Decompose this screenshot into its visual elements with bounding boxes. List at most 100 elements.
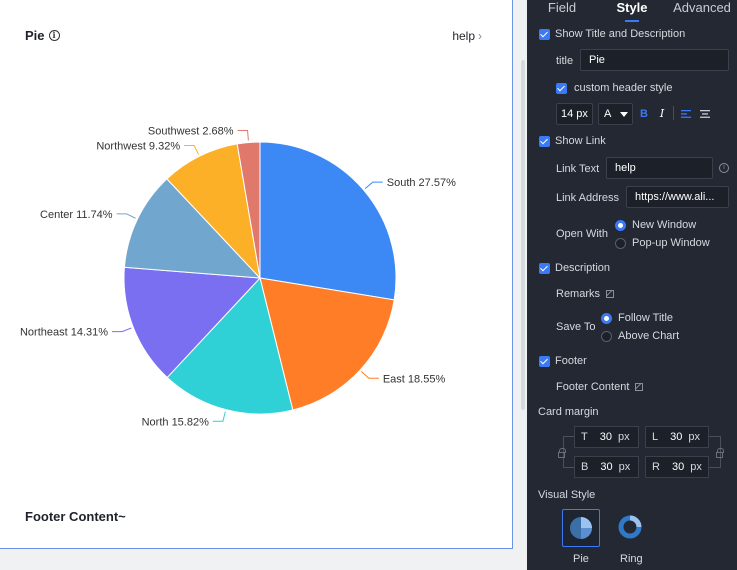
tab-field[interactable]: Field: [547, 0, 577, 15]
margin-left-unit: px: [688, 431, 700, 443]
tab-style[interactable]: Style: [597, 0, 667, 22]
visual-style-pie-option[interactable]: [562, 509, 600, 547]
pie-label-south: South 27.57%: [387, 177, 456, 189]
chevron-right-icon: ›: [478, 29, 482, 43]
margin-left-input[interactable]: L 30 px: [645, 426, 709, 448]
lock-icon[interactable]: [558, 448, 566, 458]
footer-row: Footer: [539, 355, 587, 367]
show-title-label: Show Title and Description: [555, 28, 686, 40]
chart-canvas: Pie i help › South 27.57% East 18.55% Nort…: [0, 0, 513, 549]
bold-button[interactable]: B: [640, 107, 648, 120]
align-left-icon[interactable]: [679, 103, 693, 124]
above-chart-label: Above Chart: [618, 330, 680, 342]
canvas-scrollbar-thumb[interactable]: [521, 60, 525, 410]
description-checkbox[interactable]: [539, 262, 550, 274]
description-row: Description: [539, 262, 610, 274]
chart-card[interactable]: Pie i help › South 27.57% East 18.55% Nort…: [0, 0, 513, 549]
link-address-input[interactable]: https://www.ali...: [626, 186, 729, 208]
margin-bottom-input[interactable]: B 30 px: [574, 456, 639, 478]
custom-header-checkbox[interactable]: [556, 82, 567, 94]
open-popup-radio[interactable]: [615, 237, 626, 249]
pie-leader-center: [116, 213, 136, 219]
footer-content-label: Footer Content: [556, 381, 630, 393]
footer-content-row: Footer Content: [556, 381, 644, 393]
pie-style-icon: [570, 517, 592, 539]
pie-leader-east: [361, 371, 379, 379]
title-input[interactable]: Pie: [580, 49, 729, 71]
show-title-row: Show Title and Description: [539, 28, 685, 40]
follow-title-option[interactable]: Follow Title: [601, 312, 673, 324]
open-popup-option[interactable]: Pop-up Window: [615, 237, 710, 249]
pie-leader-northwest: [184, 144, 200, 155]
pie-label-north: North 15.82%: [142, 416, 209, 428]
show-link-checkbox[interactable]: [539, 135, 550, 147]
pie-leader-south: [364, 181, 383, 189]
remarks-row: Remarks: [556, 288, 615, 300]
above-chart-radio[interactable]: [601, 330, 612, 342]
pie-slice-north[interactable]: [166, 276, 294, 415]
above-chart-option[interactable]: Above Chart: [601, 330, 679, 342]
style-panel: Field Style Advanced Show Title and Desc…: [527, 0, 737, 570]
pie-chart: South 27.57% East 18.55% North 15.82% North…: [20, 126, 456, 429]
follow-title-label: Follow Title: [618, 312, 674, 324]
pie-slice-northwest[interactable]: [166, 143, 261, 280]
pie-slice-northeast[interactable]: [123, 266, 262, 379]
help-link[interactable]: help ›: [452, 29, 482, 43]
tab-advanced[interactable]: Advanced: [673, 0, 731, 15]
align-center-icon[interactable]: [698, 103, 712, 124]
edit-icon[interactable]: [606, 290, 615, 298]
visual-style-ring-label: Ring: [620, 553, 643, 565]
custom-header-label: custom header style: [574, 82, 673, 94]
margin-right-input[interactable]: R 30 px: [645, 456, 709, 478]
font-size-input[interactable]: 14 px: [556, 103, 593, 125]
title-label: title: [556, 55, 574, 67]
font-color-select[interactable]: A: [598, 103, 633, 125]
open-new-window-label: New Window: [632, 219, 697, 231]
lock-icon[interactable]: [716, 448, 724, 458]
save-to-label: Save To: [556, 321, 596, 333]
visual-style-ring-option[interactable]: [612, 509, 650, 547]
margin-left-value: 30: [670, 431, 683, 443]
pie-label-east: East 18.55%: [383, 373, 446, 385]
open-new-window-radio[interactable]: [615, 219, 626, 231]
open-popup-label: Pop-up Window: [632, 237, 710, 249]
panel-tabs: Field Style Advanced: [527, 0, 737, 22]
pie-slice-east[interactable]: [259, 277, 395, 411]
visual-style-label: Visual Style: [538, 489, 596, 501]
margin-right-label: R: [652, 461, 660, 473]
show-link-label: Show Link: [555, 135, 606, 147]
info-icon[interactable]: i: [48, 30, 60, 41]
margin-bottom-value: 30: [600, 461, 613, 473]
footer-checkbox[interactable]: [539, 355, 550, 367]
link-text-label: Link Text: [556, 163, 600, 175]
pie-slice-south[interactable]: [259, 141, 397, 301]
card-margin-label: Card margin: [538, 406, 599, 418]
caret-down-icon: [620, 112, 628, 117]
edit-icon[interactable]: [635, 383, 644, 391]
remarks-label: Remarks: [556, 288, 601, 300]
visual-style-pie-label: Pie: [573, 553, 589, 565]
margin-top-label: T: [581, 431, 588, 443]
info-icon[interactable]: i: [719, 163, 729, 173]
margin-right-value: 30: [671, 461, 685, 473]
margin-left-label: L: [652, 431, 659, 443]
link-text-input[interactable]: help: [606, 157, 713, 179]
pie-label-northeast: Northeast 14.31%: [20, 327, 108, 339]
pie-label-southwest: Southwest 2.68%: [148, 126, 234, 138]
open-new-window-option[interactable]: New Window: [615, 219, 696, 231]
pie-slice-southwest[interactable]: [236, 141, 261, 279]
ring-style-icon: [618, 515, 642, 539]
italic-button[interactable]: I: [659, 107, 665, 120]
link-address-label: Link Address: [556, 192, 619, 204]
show-link-row: Show Link: [539, 135, 606, 147]
pie-label-center: Center 11.74%: [40, 209, 113, 221]
margin-top-input[interactable]: T 30 px: [574, 426, 639, 448]
description-label: Description: [555, 262, 611, 274]
footer-label: Footer: [555, 355, 587, 367]
open-with-label: Open With: [556, 228, 608, 240]
show-title-checkbox[interactable]: [539, 28, 550, 40]
pie-label-northwest: Northwest 9.32%: [96, 140, 180, 152]
follow-title-radio[interactable]: [601, 312, 612, 324]
help-link-label: help: [452, 29, 475, 43]
pie-slice-center[interactable]: [123, 178, 262, 279]
